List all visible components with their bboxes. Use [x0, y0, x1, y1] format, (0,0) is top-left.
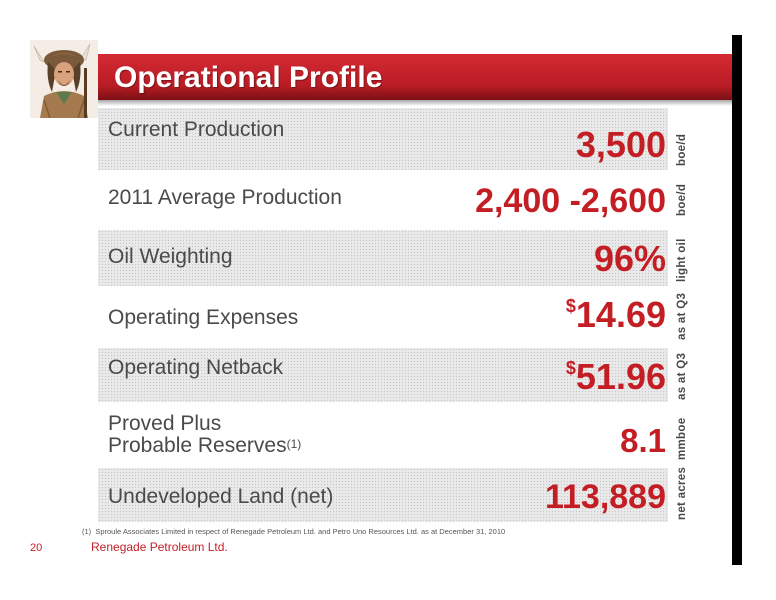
- row-operating-netback: Operating Netback $51.96: [98, 348, 668, 402]
- row-value: 8.1: [620, 422, 666, 459]
- row-value: 96%: [593, 238, 666, 279]
- footnote-text: Sproule Associates Limited in respect of…: [95, 527, 506, 536]
- row-label: Current Production: [108, 118, 285, 141]
- row-unit: mmboe: [676, 417, 688, 460]
- row-value-number: 51.96: [575, 356, 666, 397]
- row-unit-operating-expenses: as at Q3: [676, 286, 698, 340]
- row-label-line1: Proved Plus: [108, 412, 222, 435]
- row-unit: net acres: [676, 466, 688, 520]
- row-unit-undeveloped-land: net acres: [676, 462, 698, 520]
- page-number: 20: [30, 542, 43, 554]
- row-label: Operating Expenses: [108, 306, 299, 329]
- row-label-text: Probable Reserves: [108, 434, 287, 457]
- row-value: $51.96: [566, 356, 666, 398]
- right-edge-bar: [732, 35, 742, 565]
- row-proved-plus-probable-reserves: Proved Plus Probable Reserves(1) 8.1: [98, 402, 668, 468]
- page-title: Operational Profile: [114, 61, 383, 94]
- row-unit: boe/d: [676, 133, 688, 166]
- row-unit: as at Q3: [676, 352, 688, 400]
- row-unit-current-production: boe/d: [676, 108, 698, 166]
- row-value: 113,889: [544, 478, 666, 516]
- row-undeveloped-land: Undeveloped Land (net) 113,889: [98, 468, 668, 522]
- title-banner-shadow: [98, 100, 732, 106]
- row-value-number: 14.69: [575, 294, 666, 335]
- row-oil-weighting: Oil Weighting 96%: [98, 230, 668, 286]
- footnote: (1) Sproule Associates Limited in respec…: [82, 527, 505, 536]
- title-banner: [98, 54, 732, 100]
- company-name: Renegade Petroleum Ltd.: [91, 540, 228, 554]
- row-value: 2,400 -2,600: [475, 182, 666, 220]
- row-label: 2011 Average Production: [108, 186, 342, 209]
- row-value: $14.69: [566, 294, 666, 336]
- currency-symbol: $: [565, 296, 576, 316]
- row-label-line2: Probable Reserves(1): [108, 434, 301, 458]
- row-operating-expenses: Operating Expenses $14.69: [98, 286, 668, 348]
- row-label: Operating Netback: [108, 356, 284, 379]
- row-current-production: Current Production 3,500: [98, 108, 668, 170]
- footnote-reference: (1): [286, 437, 302, 451]
- row-unit: as at Q3: [676, 292, 688, 340]
- row-label: Undeveloped Land (net): [108, 485, 334, 508]
- trapper-portrait-image: [30, 40, 98, 118]
- row-unit: light oil: [676, 238, 688, 282]
- portrait-illustration: [30, 40, 98, 118]
- row-2011-average-production: 2011 Average Production 2,400 -2,600: [98, 170, 668, 230]
- row-unit-operating-netback: as at Q3: [676, 344, 698, 400]
- currency-symbol: $: [565, 358, 576, 378]
- footnote-marker: (1): [82, 527, 92, 536]
- row-label: Oil Weighting: [108, 245, 233, 268]
- row-value: 3,500: [575, 124, 666, 165]
- row-unit-oil-weighting: light oil: [676, 228, 698, 282]
- row-unit-2011-average-production: boe/d: [676, 170, 698, 216]
- row-unit-reserves: mmboe: [676, 402, 698, 460]
- row-unit: boe/d: [676, 183, 688, 216]
